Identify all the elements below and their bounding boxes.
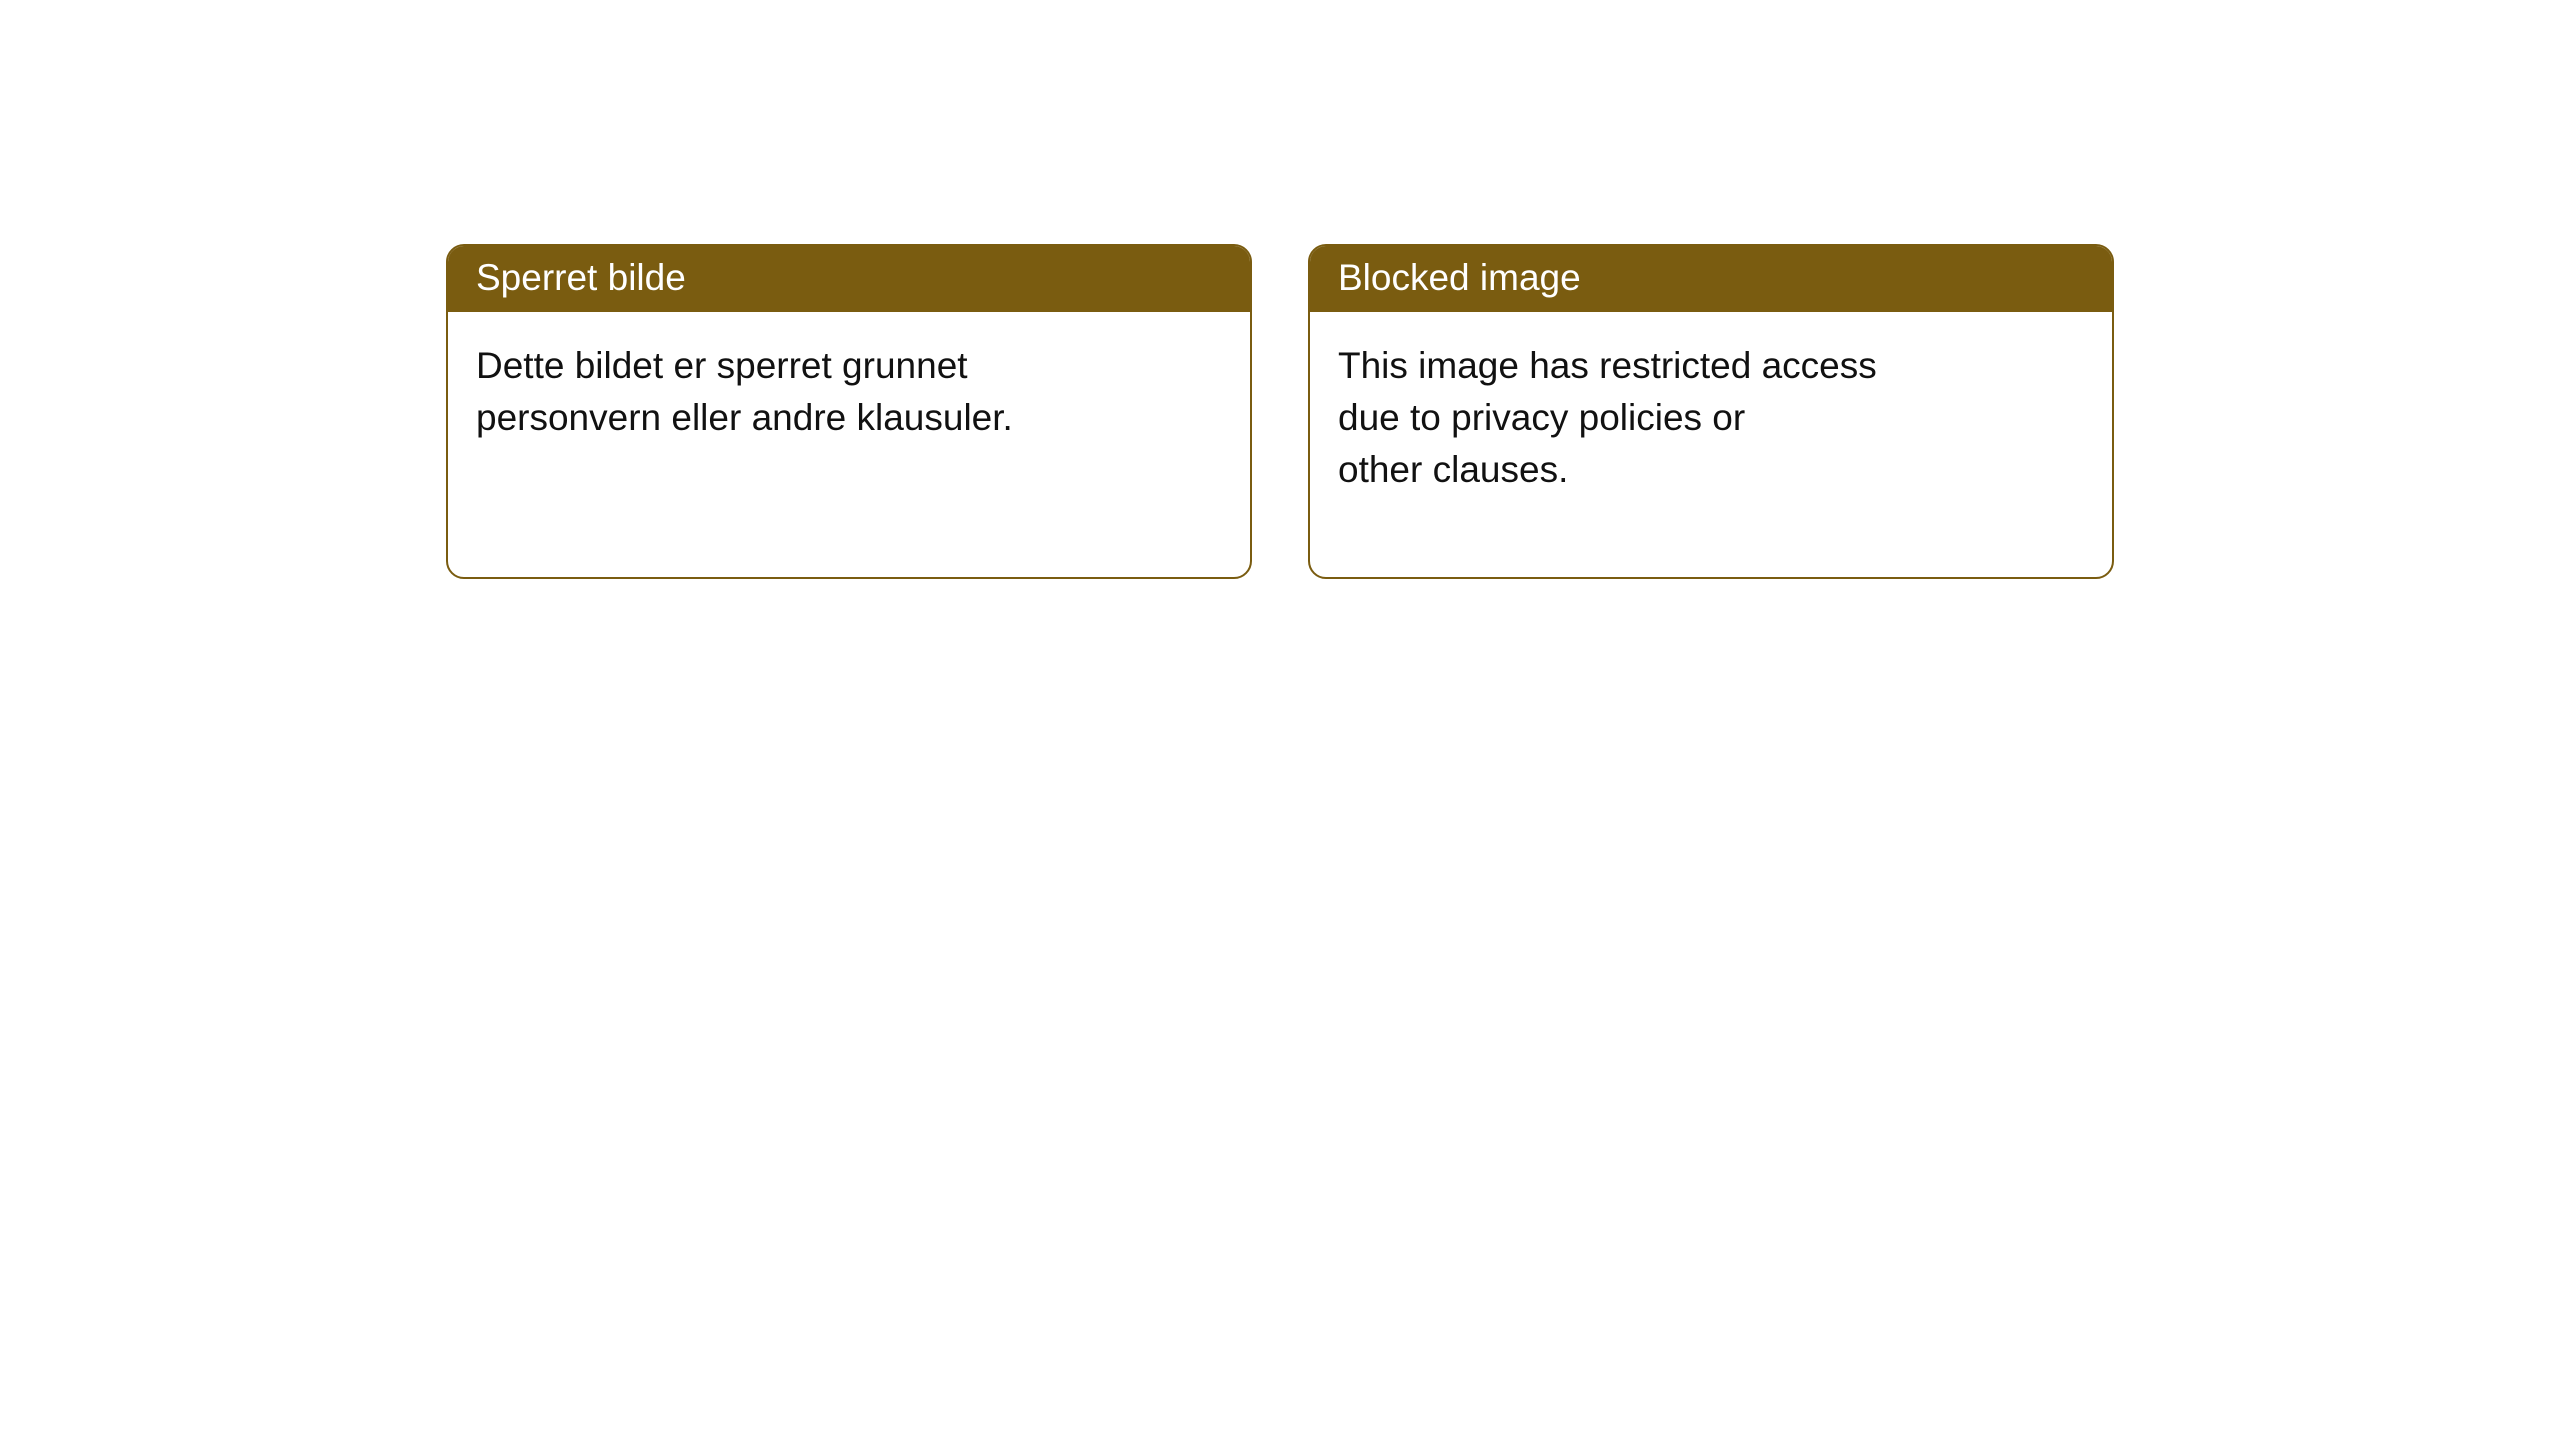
notice-container: Sperret bilde Dette bildet er sperret gr… [0,0,2560,579]
notice-card-english: Blocked image This image has restricted … [1308,244,2114,579]
notice-header: Blocked image [1310,246,2112,312]
notice-body: This image has restricted access due to … [1310,312,2112,495]
notice-header: Sperret bilde [448,246,1250,312]
notice-body: Dette bildet er sperret grunnet personve… [448,312,1250,444]
notice-card-norwegian: Sperret bilde Dette bildet er sperret gr… [446,244,1252,579]
